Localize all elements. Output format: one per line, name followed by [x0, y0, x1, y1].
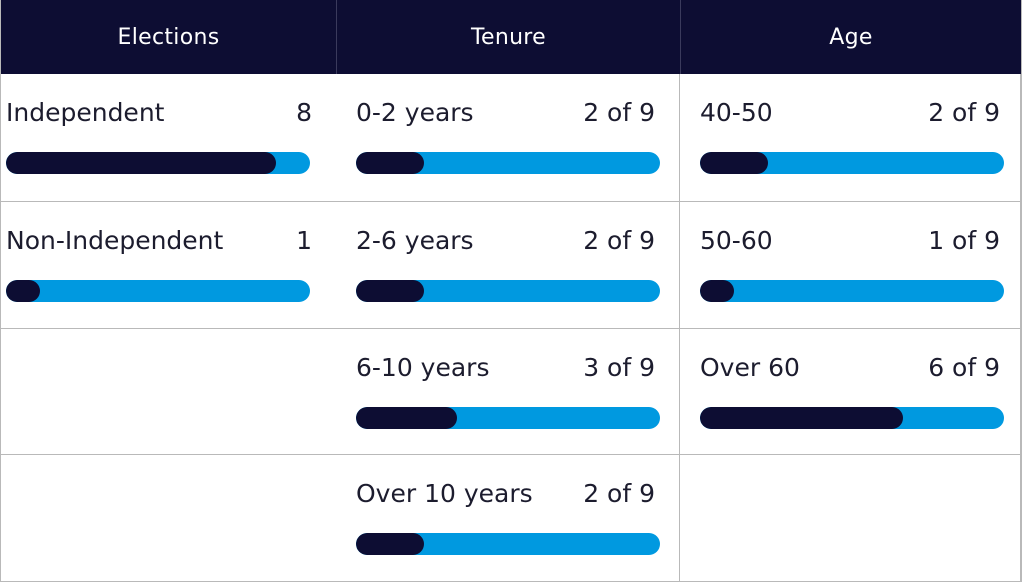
age-empty-cell — [680, 454, 1021, 581]
bar-track — [6, 280, 310, 302]
row-value: 6 of 9 — [928, 353, 1000, 382]
bar-fill — [700, 407, 903, 429]
bar-track — [356, 407, 660, 429]
row-value: 1 of 9 — [928, 226, 1000, 255]
bar-track — [356, 280, 660, 302]
row-label: 6-10 years — [356, 353, 490, 382]
age-row-50-60: 50-60 1 of 9 — [680, 201, 1021, 328]
elections-row-independent: Independent 8 — [1, 74, 336, 201]
row-label: Independent — [6, 98, 165, 127]
elections-empty-cell — [1, 328, 336, 454]
header-tenure: Tenure — [336, 0, 680, 74]
bar-fill — [700, 280, 734, 302]
bar-track — [356, 152, 660, 174]
header-elections: Elections — [117, 24, 220, 50]
bar-track — [356, 533, 660, 555]
tenure-row-over-10-years: Over 10 years 2 of 9 — [336, 454, 680, 581]
row-value: 2 of 9 — [583, 226, 655, 255]
row-label: Over 10 years — [356, 479, 533, 508]
bar-fill — [700, 152, 768, 174]
row-value: 2 of 9 — [583, 98, 655, 127]
row-value: 2 of 9 — [928, 98, 1000, 127]
bar-fill — [356, 152, 424, 174]
bar-fill — [356, 533, 424, 555]
row-label: Over 60 — [700, 353, 800, 382]
age-row-40-50: 40-50 2 of 9 — [680, 74, 1021, 201]
bar-track — [6, 152, 310, 174]
elections-empty-cell — [1, 454, 336, 581]
bar-fill — [6, 280, 40, 302]
row-label: Non-Independent — [6, 226, 224, 255]
bar-fill — [6, 152, 277, 174]
bar-track — [700, 152, 1004, 174]
bar-track — [700, 280, 1004, 302]
header-age: Age — [680, 0, 1021, 74]
tenure-row-6-10-years: 6-10 years 3 of 9 — [336, 328, 680, 454]
row-value: 8 — [296, 98, 312, 127]
bar-track — [700, 407, 1004, 429]
row-label: 2-6 years — [356, 226, 474, 255]
tenure-row-0-2-years: 0-2 years 2 of 9 — [336, 74, 680, 201]
row-label: 40-50 — [700, 98, 773, 127]
row-label: 0-2 years — [356, 98, 474, 127]
row-value: 3 of 9 — [583, 353, 655, 382]
row-value: 1 — [296, 226, 312, 255]
row-value: 2 of 9 — [583, 479, 655, 508]
bar-fill — [356, 407, 458, 429]
row-label: 50-60 — [700, 226, 773, 255]
bar-fill — [356, 280, 424, 302]
table-header: Elections Tenure Age — [1, 0, 1021, 74]
table-body: Independent 8 0-2 years 2 of 9 40-50 2 of 9 No… — [1, 74, 1021, 581]
elections-row-non-independent: Non-Independent 1 — [1, 201, 336, 328]
age-row-over-60: Over 60 6 of 9 — [680, 328, 1021, 454]
tenure-row-2-6-years: 2-6 years 2 of 9 — [336, 201, 680, 328]
